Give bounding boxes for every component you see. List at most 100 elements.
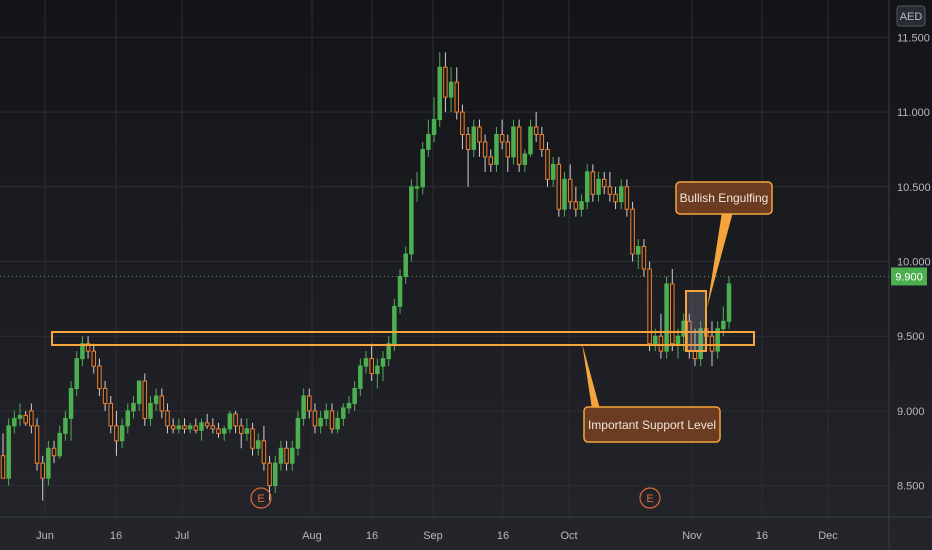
candle <box>119 418 125 449</box>
candle <box>369 343 374 382</box>
candle <box>375 358 380 389</box>
candle <box>295 410 301 456</box>
grid <box>0 0 889 517</box>
candle <box>641 239 647 277</box>
last-price-label: 9.900 <box>895 271 923 283</box>
annotations: Bullish Engulfing Important Support Leve… <box>51 181 773 509</box>
candle <box>233 410 238 434</box>
candle <box>221 425 227 441</box>
candle <box>85 336 91 359</box>
candle <box>607 171 613 202</box>
x-tick-label: 16 <box>366 530 378 542</box>
candle <box>460 104 465 150</box>
candle <box>670 268 675 352</box>
candle <box>567 164 573 210</box>
candle <box>539 127 545 157</box>
x-tick-label: Jun <box>36 530 54 542</box>
candle <box>579 194 584 217</box>
candle <box>505 134 511 172</box>
candle <box>499 119 505 150</box>
candle <box>386 336 391 367</box>
event-marker[interactable]: E <box>250 487 272 509</box>
candle <box>511 119 516 165</box>
candle <box>482 134 488 172</box>
candle <box>51 440 57 464</box>
last-price-marker: 9.900 <box>891 267 927 286</box>
candle <box>584 164 590 210</box>
candle <box>136 380 142 411</box>
candle <box>335 410 340 434</box>
candle <box>658 313 664 359</box>
candle <box>346 395 352 414</box>
candle <box>12 410 17 434</box>
candle <box>437 52 442 128</box>
support-level-box <box>583 406 721 443</box>
candle <box>341 403 346 426</box>
y-tick-label: 11.000 <box>897 107 930 119</box>
candle <box>380 351 386 382</box>
candle <box>471 119 477 157</box>
y-tick-label: 10.500 <box>897 182 931 194</box>
event-marker-label: E <box>257 493 264 505</box>
support-zone <box>51 331 755 346</box>
engulfing-highlight <box>685 290 707 352</box>
candle <box>448 67 454 113</box>
candle <box>176 418 182 434</box>
support-level-pointer <box>582 343 600 409</box>
candle <box>522 149 528 172</box>
x-tick-label: Oct <box>560 530 577 542</box>
candle <box>6 418 11 486</box>
x-tick-label: Sep <box>423 530 443 542</box>
candle <box>63 410 68 441</box>
candle <box>108 395 114 434</box>
candle <box>272 455 278 494</box>
candle <box>709 321 715 367</box>
candle <box>573 186 579 217</box>
candle <box>545 141 550 187</box>
candle <box>516 119 522 172</box>
candle <box>318 410 323 434</box>
candle <box>664 276 669 359</box>
candle <box>187 422 193 434</box>
candle <box>533 112 539 142</box>
y-tick-label: 9.500 <box>897 331 925 343</box>
currency-label: AED <box>900 11 923 23</box>
event-marker[interactable]: E <box>639 487 661 509</box>
candle <box>562 171 567 217</box>
candle <box>199 418 204 441</box>
candle <box>454 67 460 120</box>
candle <box>590 164 596 202</box>
candle <box>443 52 448 113</box>
candle <box>647 261 652 352</box>
x-tick-label: Nov <box>682 530 702 542</box>
candle <box>244 418 250 441</box>
candle <box>613 186 618 210</box>
candle <box>352 381 357 411</box>
candle <box>182 418 187 434</box>
candle <box>102 381 108 411</box>
candle <box>301 388 306 426</box>
candle <box>596 171 601 202</box>
candle <box>488 149 494 172</box>
candle <box>68 381 74 441</box>
candle <box>392 298 397 352</box>
candles <box>0 52 732 501</box>
candle <box>630 201 635 262</box>
candle <box>278 440 284 471</box>
x-tick-label: Dec <box>818 530 838 542</box>
candle <box>307 388 312 419</box>
candle <box>556 156 562 217</box>
candle <box>397 268 403 314</box>
candle <box>465 127 471 187</box>
candle <box>131 395 136 419</box>
candle <box>238 418 244 449</box>
candle <box>57 425 62 459</box>
candle <box>80 336 85 367</box>
candle <box>165 403 170 434</box>
candle <box>0 433 6 479</box>
candle <box>142 373 148 426</box>
x-tick-label: Jul <box>175 530 189 542</box>
candle <box>153 388 159 411</box>
candle <box>358 358 363 396</box>
x-tick-label: 16 <box>497 530 509 542</box>
